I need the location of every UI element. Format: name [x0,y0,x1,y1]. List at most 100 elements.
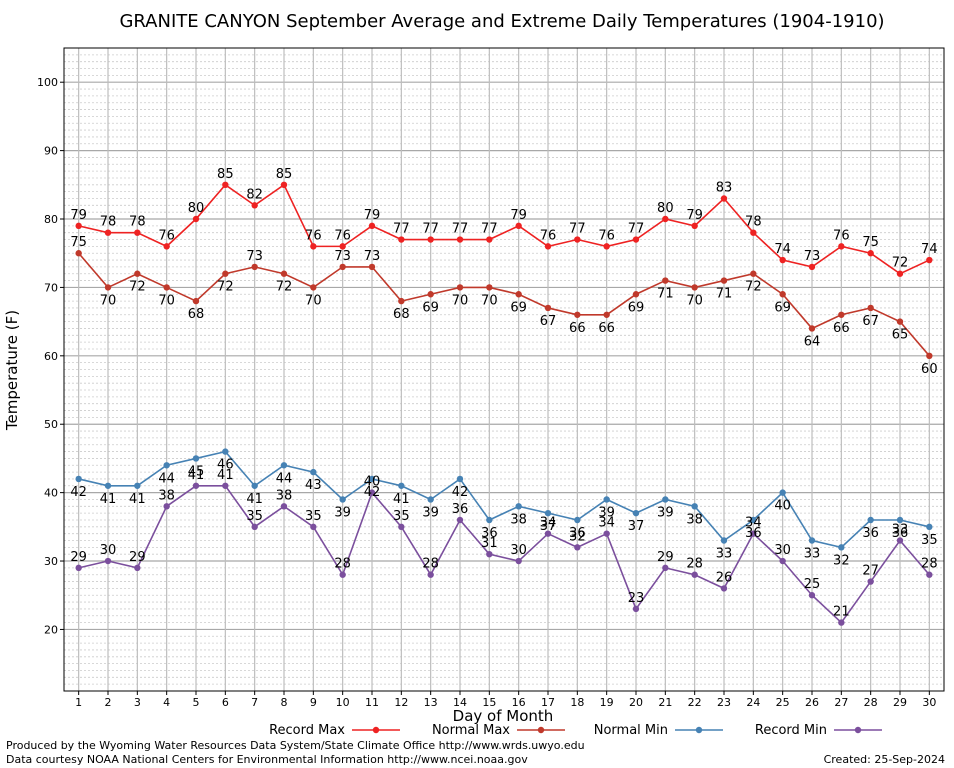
normal-max-point [134,270,141,277]
x-tick-label: 30 [922,696,936,709]
y-tick-label: 60 [44,350,58,363]
normal-min-point [104,482,112,489]
record-min-value-label: 41 [188,468,205,483]
normal-max-value-label: 64 [804,334,821,349]
record-max-point [163,243,170,250]
record-max-value-label: 79 [70,208,87,223]
record-min-point [280,503,288,510]
x-tick-label: 19 [600,696,614,709]
credit-produced-by: Produced by the Wyoming Water Resources … [6,739,585,752]
y-tick-label: 30 [44,555,58,568]
record-max-legend-label: Record Max [269,723,345,738]
normal-max-point [574,311,581,318]
record-max-value-label: 76 [334,228,351,243]
normal-min-value-label: 36 [745,526,762,541]
legend: Record Max Normal Max Normal Min Record Min [269,723,882,738]
normal-max-point [838,311,845,318]
normal-max-value-label: 70 [452,293,469,308]
record-min-value-label: 29 [129,550,146,565]
x-axis-label: Day of Month [453,707,554,725]
record-max-value-label: 72 [892,256,909,271]
normal-max-point [427,291,434,298]
record-max-value-label: 78 [129,215,146,230]
record-max-value-label: 76 [305,228,322,243]
record-max-point [691,222,698,230]
normal-min-legend-marker [695,726,703,734]
x-tick-label: 5 [193,696,200,709]
record-min-point [398,523,405,531]
record-max-point [251,202,258,209]
normal-max-point [398,297,405,305]
created-date: Created: 25-Sep-2024 [824,753,945,766]
x-tick-label: 1 [75,696,82,709]
record-max-point [926,256,933,264]
record-max-value-label: 77 [452,222,469,237]
record-max-value-label: 76 [540,228,557,243]
x-tick-label: 26 [805,696,819,709]
record-min-value-label: 36 [452,502,469,517]
record-min-point [456,516,464,524]
normal-max-point [486,284,493,291]
record-min-point [310,523,317,531]
normal-max-value-label: 73 [334,249,351,264]
normal-min-value-label: 39 [422,505,439,520]
x-tick-label: 29 [893,696,907,709]
record-max-point [310,243,317,250]
record-min-value-label: 28 [422,557,439,572]
normal-min-line [78,450,930,549]
normal-min-point [427,496,434,503]
record-max-point [456,236,464,243]
record-min-value-label: 29 [70,550,87,565]
x-tick-label: 8 [281,696,288,709]
record-max-point [720,195,728,202]
record-max-point [838,243,845,250]
record-max-point [75,222,82,230]
normal-min-point [867,516,874,524]
record-max-value-label: 79 [686,208,703,223]
normal-max-value-label: 66 [833,321,850,336]
x-tick-label: 18 [570,696,584,709]
normal-max-value-label: 66 [569,321,586,336]
record-max-point [574,236,581,243]
normal-min-point [339,496,346,503]
normal-max-point [515,291,522,298]
normal-min-point [456,475,464,483]
data-labels: 79 78 78 76 80 85 82 85 76 76 79 77 77 77 77 79 76 77 76 77… [70,167,937,620]
normal-min-point [310,468,317,476]
record-max-point [544,243,552,250]
normal-min-value-label: 35 [921,533,938,548]
record-max-value-label: 74 [921,242,938,257]
normal-max-value-label: 69 [774,300,791,315]
normal-max-value-label: 67 [862,314,879,329]
normal-min-value-label: 41 [100,492,117,507]
normal-max-value-label: 67 [540,314,557,329]
record-min-point [720,585,728,592]
record-max-value-label: 79 [364,208,381,223]
normal-max-point [104,284,112,291]
record-min-value-label: 29 [657,550,674,565]
normal-min-point [251,482,258,489]
record-max-point [662,215,669,223]
normal-min-value-label: 36 [892,526,909,541]
y-tick-label: 100 [37,76,58,89]
x-tick-label: 21 [658,696,672,709]
normal-max-legend-label: Normal Max [432,723,510,738]
record-min-point [544,530,552,537]
y-tick-label: 90 [44,145,58,158]
normal-min-value-label: 41 [129,492,146,507]
normal-max-point [750,270,757,277]
record-max-value-label: 85 [217,167,234,182]
record-max-value-label: 77 [422,222,439,237]
record-min-value-label: 27 [862,564,879,579]
record-max-point [808,263,816,271]
record-min-value-label: 28 [686,557,703,572]
record-min-value-label: 23 [628,591,645,606]
normal-max-point [603,311,610,318]
normal-min-value-label: 36 [862,526,879,541]
normal-max-point [544,304,552,312]
record-max-legend-marker [372,726,380,734]
normal-min-point [603,496,610,503]
record-min-value-label: 41 [217,468,234,483]
record-max-point [896,270,904,277]
